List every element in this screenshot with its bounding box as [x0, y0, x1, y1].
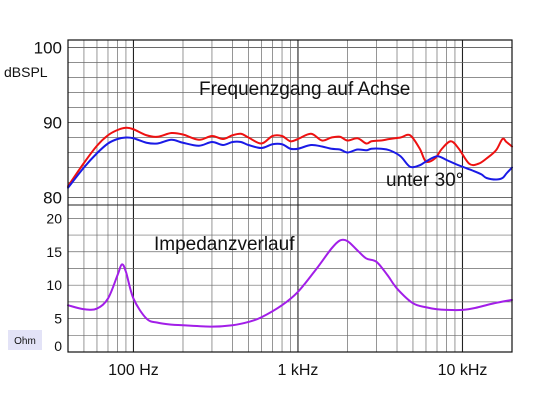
impedance-tick-label: 5	[54, 311, 62, 327]
x-tick-label: 10 kHz	[438, 362, 488, 379]
series-layer	[67, 126, 513, 328]
spl-unit-label: dBSPL	[4, 64, 48, 80]
grid-lines	[68, 40, 512, 352]
on-axis-response-line	[67, 126, 513, 188]
x-tick-label: 100 Hz	[108, 362, 159, 379]
impedance-tick-label: 0	[54, 338, 62, 354]
spl-tick-label: 100	[34, 39, 62, 58]
y-tick-labels: 100 90 80 20 15 10 5 0	[34, 39, 63, 355]
impedance-tick-label: 15	[46, 244, 62, 260]
impedance-tick-label: 20	[46, 210, 62, 226]
spl-tick-label: 80	[43, 189, 62, 208]
ohm-unit-box	[8, 330, 42, 350]
impedance-curve	[67, 238, 513, 328]
impedance-unit-label: Ohm	[14, 336, 36, 347]
plot-frame	[67, 39, 513, 353]
off-axis-30deg-response-line	[67, 136, 513, 189]
x-tick-label: 1 kHz	[278, 362, 319, 379]
on-axis-annotation: Frequenzgang auf Achse	[199, 79, 410, 100]
impedance-annotation: Impedanzverlauf	[154, 234, 295, 255]
off-axis-annotation: unter 30°	[386, 170, 463, 191]
spl-tick-label: 90	[43, 114, 62, 133]
impedance-panel-background	[68, 205, 512, 352]
impedance-tick-label: 10	[46, 277, 62, 293]
x-tick-labels: 100 Hz 1 kHz 10 kHz	[108, 362, 487, 379]
